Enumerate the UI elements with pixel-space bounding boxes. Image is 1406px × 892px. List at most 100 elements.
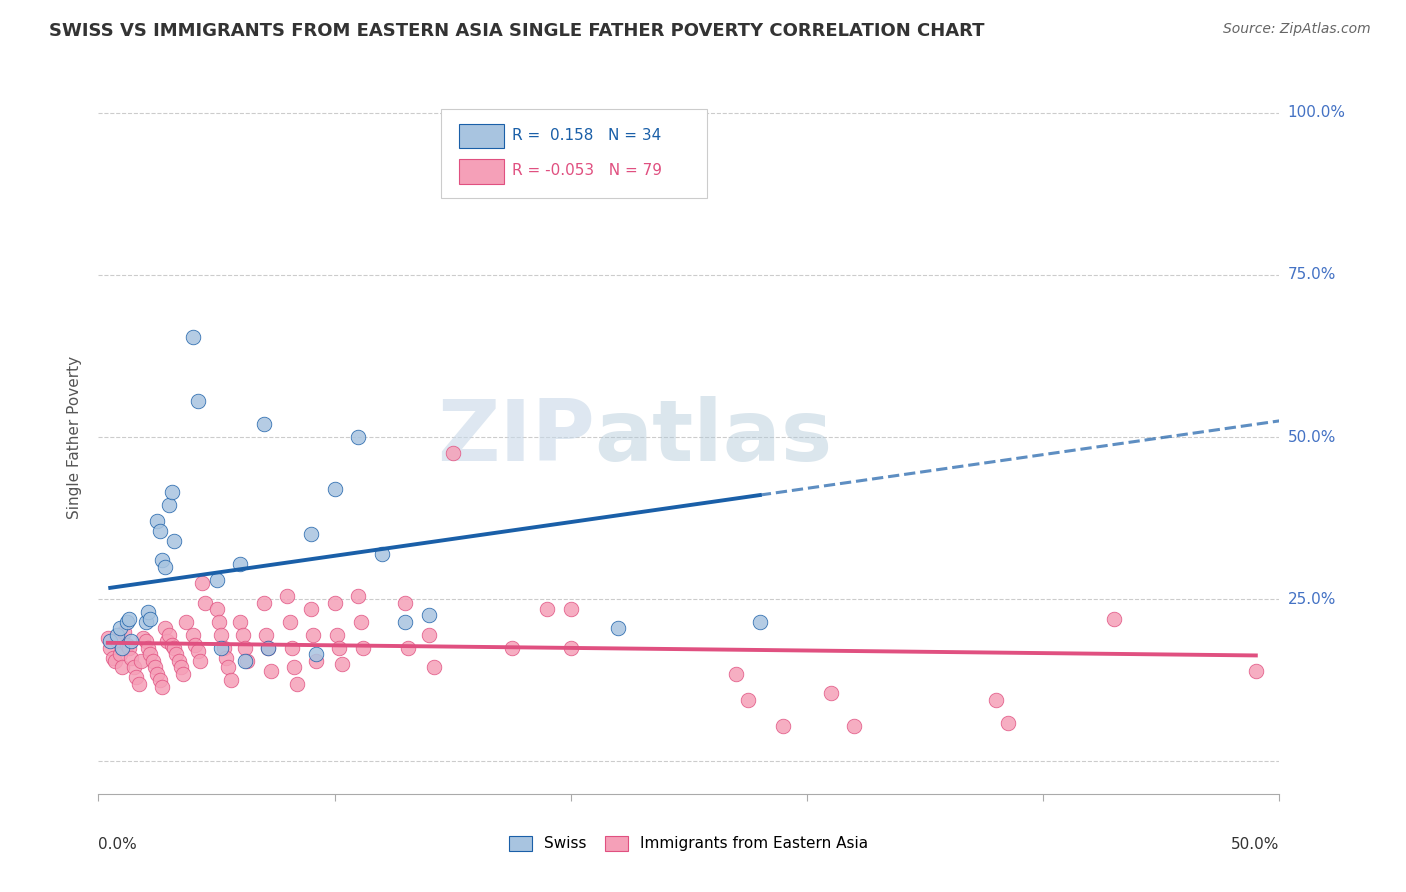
Point xyxy=(181,628,204,642)
Point xyxy=(347,430,370,444)
Point xyxy=(98,640,121,655)
Point xyxy=(305,648,328,662)
Point xyxy=(219,673,242,688)
Point xyxy=(501,640,523,655)
Text: 50.0%: 50.0% xyxy=(1232,837,1279,852)
Point xyxy=(330,657,353,672)
Point xyxy=(129,654,152,668)
Point xyxy=(157,498,180,512)
Point xyxy=(135,615,157,629)
Point xyxy=(418,628,440,642)
Point xyxy=(157,628,180,642)
Point xyxy=(396,640,419,655)
Point xyxy=(115,638,138,652)
Point xyxy=(209,628,232,642)
Text: Source: ZipAtlas.com: Source: ZipAtlas.com xyxy=(1223,22,1371,37)
Point xyxy=(231,628,253,642)
Point xyxy=(347,589,370,603)
Point xyxy=(323,482,346,496)
Point xyxy=(607,622,630,636)
Point xyxy=(236,654,259,668)
Point xyxy=(101,650,124,665)
Point xyxy=(136,640,159,655)
Point xyxy=(118,612,141,626)
Text: ZIP: ZIP xyxy=(437,395,595,479)
Point xyxy=(233,654,256,668)
Point xyxy=(1102,612,1125,626)
Point xyxy=(160,638,183,652)
Text: 0.0%: 0.0% xyxy=(98,837,138,852)
Point xyxy=(229,557,252,571)
Point xyxy=(208,615,231,629)
Point xyxy=(97,631,120,645)
Point xyxy=(276,589,298,603)
Point xyxy=(212,640,235,655)
Point xyxy=(725,666,748,681)
Point xyxy=(254,628,277,642)
Point xyxy=(112,624,135,639)
Point xyxy=(984,693,1007,707)
Point xyxy=(299,602,322,616)
Point xyxy=(122,660,145,674)
Point xyxy=(149,673,172,688)
Point xyxy=(181,329,204,343)
Point xyxy=(135,634,157,648)
Point xyxy=(132,631,155,645)
Point xyxy=(371,547,394,561)
Point xyxy=(118,640,141,655)
FancyBboxPatch shape xyxy=(441,109,707,198)
Text: 50.0%: 50.0% xyxy=(1288,430,1336,444)
Point xyxy=(423,660,446,674)
Point xyxy=(205,573,228,587)
Point xyxy=(441,446,464,460)
Point xyxy=(205,602,228,616)
Point xyxy=(156,634,179,648)
Point xyxy=(146,666,169,681)
Point xyxy=(997,715,1019,730)
Point xyxy=(143,660,166,674)
FancyBboxPatch shape xyxy=(458,160,503,184)
Point xyxy=(170,660,193,674)
Y-axis label: Single Father Poverty: Single Father Poverty xyxy=(67,356,83,518)
Point xyxy=(163,640,186,655)
Text: 25.0%: 25.0% xyxy=(1288,591,1336,607)
Point xyxy=(737,693,759,707)
Point xyxy=(560,602,582,616)
Point xyxy=(215,650,238,665)
Point xyxy=(285,676,308,690)
Point xyxy=(194,595,217,609)
Point xyxy=(172,666,194,681)
Point xyxy=(209,640,232,655)
Text: SWISS VS IMMIGRANTS FROM EASTERN ASIA SINGLE FATHER POVERTY CORRELATION CHART: SWISS VS IMMIGRANTS FROM EASTERN ASIA SI… xyxy=(49,22,984,40)
Point xyxy=(820,686,842,700)
Point xyxy=(229,615,252,629)
Point xyxy=(149,524,172,538)
Point xyxy=(326,628,349,642)
Point xyxy=(302,628,325,642)
FancyBboxPatch shape xyxy=(458,124,503,148)
Point xyxy=(299,527,322,541)
Point xyxy=(153,559,176,574)
Point xyxy=(1244,664,1267,678)
Point xyxy=(105,634,128,648)
Point xyxy=(111,660,134,674)
Point xyxy=(394,595,416,609)
Text: atlas: atlas xyxy=(595,395,832,479)
Legend: Swiss, Immigrants from Eastern Asia: Swiss, Immigrants from Eastern Asia xyxy=(503,830,875,857)
Point xyxy=(233,640,256,655)
Point xyxy=(105,628,128,642)
Point xyxy=(165,648,187,662)
Point xyxy=(108,648,131,662)
Point xyxy=(257,640,280,655)
Point xyxy=(150,680,173,694)
Point xyxy=(188,654,211,668)
Text: R =  0.158   N = 34: R = 0.158 N = 34 xyxy=(512,128,661,143)
Point xyxy=(163,533,186,548)
Point xyxy=(748,615,770,629)
Point xyxy=(281,640,304,655)
Point xyxy=(146,515,169,529)
Point xyxy=(128,676,150,690)
Point xyxy=(560,640,582,655)
Point xyxy=(174,615,197,629)
Text: 75.0%: 75.0% xyxy=(1288,268,1336,283)
